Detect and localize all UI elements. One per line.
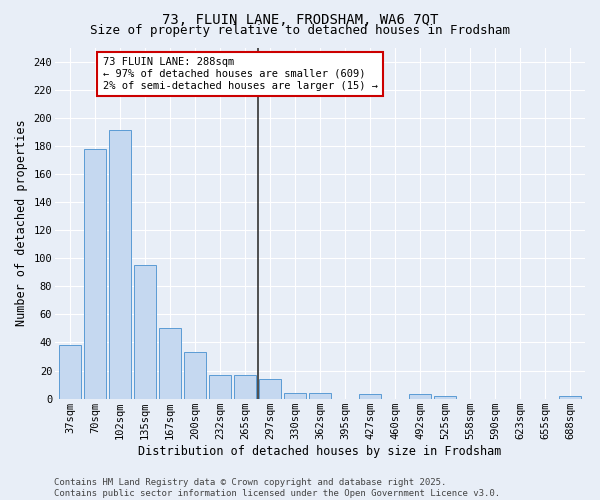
Bar (209, 375, 232, 398)
Bar (434, 396, 456, 398)
Bar (59, 346, 82, 399)
Bar (184, 352, 206, 399)
Bar (359, 394, 381, 398)
Bar (559, 396, 581, 398)
Bar (284, 393, 306, 398)
Text: 73, FLUIN LANE, FRODSHAM, WA6 7QT: 73, FLUIN LANE, FRODSHAM, WA6 7QT (162, 12, 438, 26)
Bar (409, 394, 431, 398)
X-axis label: Distribution of detached houses by size in Frodsham: Distribution of detached houses by size … (139, 444, 502, 458)
Text: Contains HM Land Registry data © Crown copyright and database right 2025.
Contai: Contains HM Land Registry data © Crown c… (54, 478, 500, 498)
Bar (309, 393, 331, 398)
Bar (84, 148, 106, 398)
Text: Size of property relative to detached houses in Frodsham: Size of property relative to detached ho… (90, 24, 510, 37)
Bar (159, 328, 181, 398)
Bar (134, 265, 157, 398)
Bar (109, 130, 131, 398)
Text: 73 FLUIN LANE: 288sqm
← 97% of detached houses are smaller (609)
2% of semi-deta: 73 FLUIN LANE: 288sqm ← 97% of detached … (103, 58, 377, 90)
Bar (259, 379, 281, 398)
Y-axis label: Number of detached properties: Number of detached properties (15, 120, 28, 326)
Bar (234, 375, 256, 398)
